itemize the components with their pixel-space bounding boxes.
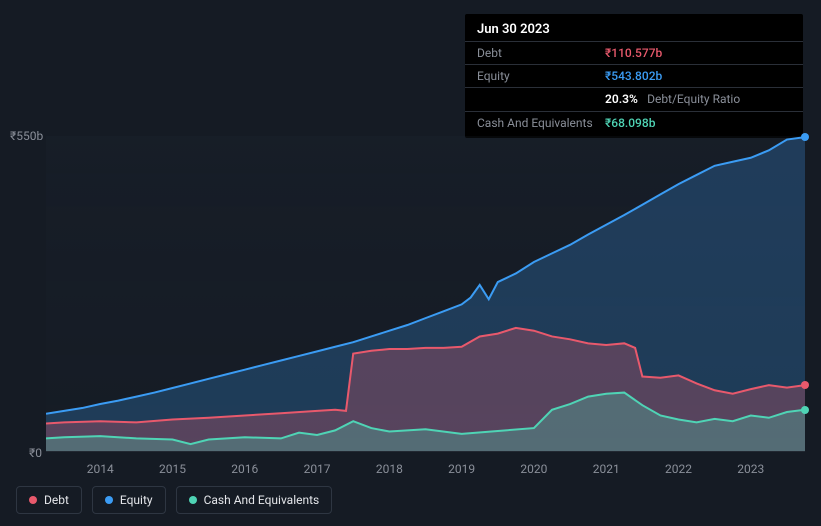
- tooltip-row-ratio: 20.3% Debt/Equity Ratio: [465, 87, 803, 111]
- x-axis-tick: 2019: [448, 462, 475, 476]
- x-axis-tick: 2021: [593, 462, 620, 476]
- legend-dot-icon: [29, 496, 37, 504]
- x-axis: 2014 2015 2016 2017 2018 2019 2020 2021 2022 2023: [46, 456, 805, 480]
- legend-item-cash[interactable]: Cash And Equivalents: [176, 486, 333, 514]
- legend-dot-icon: [189, 496, 197, 504]
- tooltip-date: Jun 30 2023: [465, 18, 803, 41]
- tooltip-label: Debt: [477, 46, 605, 60]
- chart-plot-area[interactable]: [46, 136, 805, 452]
- tooltip-value: ₹543.802b: [605, 69, 662, 83]
- legend: Debt Equity Cash And Equivalents: [16, 486, 332, 514]
- y-axis-label-bottom: ₹0: [10, 446, 42, 460]
- series-marker-icon: [801, 133, 809, 141]
- tooltip-row-debt: Debt ₹110.577b: [465, 41, 803, 64]
- legend-item-equity[interactable]: Equity: [92, 486, 166, 514]
- x-axis-tick: 2020: [520, 462, 547, 476]
- x-axis-tick: 2023: [737, 462, 764, 476]
- series-marker-icon: [801, 406, 809, 414]
- tooltip-label: Equity: [477, 69, 605, 83]
- x-axis-tick: 2015: [159, 462, 186, 476]
- legend-label: Equity: [120, 493, 153, 507]
- legend-label: Cash And Equivalents: [204, 493, 320, 507]
- x-axis-tick: 2016: [231, 462, 258, 476]
- y-axis-label-top: ₹550b: [10, 129, 42, 143]
- legend-dot-icon: [105, 496, 113, 504]
- tooltip-value: ₹110.577b: [605, 46, 662, 60]
- tooltip-label: [477, 92, 605, 107]
- chart: ₹550b ₹0 2014201520162017201820192020202…: [16, 124, 805, 480]
- x-axis-tick: 2022: [665, 462, 692, 476]
- x-axis-tick: 2017: [304, 462, 331, 476]
- tooltip-value: 20.3%: [605, 92, 638, 106]
- legend-item-debt[interactable]: Debt: [16, 486, 82, 514]
- chart-svg: [46, 136, 805, 451]
- legend-label: Debt: [44, 493, 69, 507]
- series-marker-icon: [801, 381, 809, 389]
- tooltip-row-equity: Equity ₹543.802b: [465, 64, 803, 87]
- tooltip-secondary: Debt/Equity Ratio: [647, 92, 740, 106]
- x-axis-tick: 2018: [376, 462, 403, 476]
- x-axis-tick: 2014: [87, 462, 114, 476]
- chart-tooltip: Jun 30 2023 Debt ₹110.577b Equity ₹543.8…: [465, 14, 803, 138]
